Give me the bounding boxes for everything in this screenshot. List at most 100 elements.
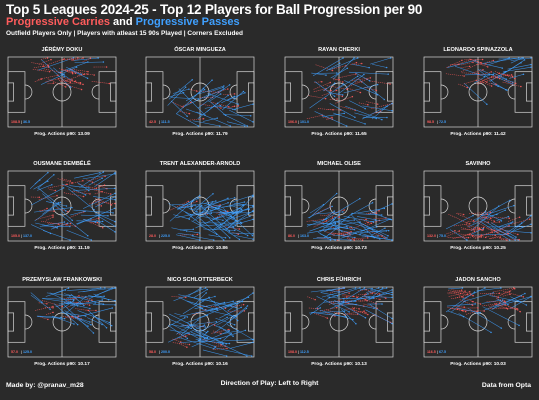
pass-arrow [173,287,206,302]
left-penalty-box [284,71,303,113]
pass-arrow-head [530,295,532,298]
carry-arrow [342,293,358,298]
pass-arrow [197,216,224,241]
carry-arrow-head [66,183,68,186]
pass-arrow [349,100,366,109]
carry-arrow [95,198,112,206]
pass-arrow [228,210,254,228]
carry-arrow-head [219,204,221,206]
carry-arrow [44,306,54,309]
carry-arrow [448,290,461,294]
pass-arrow-head [505,89,507,91]
carry-arrow-head [491,231,493,234]
carry-arrow-head [185,296,187,299]
pass-arrow-head [240,208,243,211]
pass-arrow [333,213,353,230]
pass-arrow [203,228,235,231]
carry-arrow-head [93,74,95,76]
centre-circle [190,312,210,332]
pass-arrow-head [356,57,359,59]
carry-arrow [331,232,344,236]
filter-note: Outfield Players Only | Players with atl… [6,30,244,37]
carry-arrow-head [186,346,188,348]
carry-arrow-head [50,58,52,61]
carry-arrow-head [492,59,495,62]
pass-arrow [64,305,94,334]
pass-arrow-head [63,221,66,223]
carry-arrow [31,62,49,66]
pass-arrow [198,85,224,95]
pass-arrow [209,330,246,343]
carry-arrow-head [522,296,525,298]
carry-arrow-head [54,189,57,192]
carry-arrow-head [47,318,49,321]
carry-arrow-head [114,202,116,205]
pass-arrow [510,57,532,61]
carry-arrow-head [498,221,501,223]
pass-arrow-head [101,299,104,301]
pass-arrow-head [114,225,116,228]
carry-arrow [491,74,512,78]
carry-arrow [502,303,521,312]
pass-arrow [492,227,519,241]
carry-arrow [69,68,88,72]
carry-arrow [332,77,343,83]
pass-arrow-head [99,171,101,174]
pass-arrow [216,315,234,326]
pass-arrow-head [199,194,201,197]
carry-arrow-head [497,232,499,234]
carry-arrow-head [503,300,506,302]
pass-arrow-head [63,317,66,320]
pass-arrow [76,218,91,224]
carry-arrow [64,69,73,73]
carry-arrow-head [238,228,241,230]
carry-arrow [189,89,197,92]
carry-arrow [477,215,495,222]
player-name: CHRIS FÜHRICH [317,276,361,283]
carry-arrow [321,90,337,96]
carry-arrow-head [52,305,54,308]
carry-arrow [465,224,480,229]
right-penalty-box [375,185,394,227]
prog-actions-caption: Prog. Actions p90: 10.17 [34,361,90,367]
pass-arrow [42,202,59,215]
carry-arrow [60,82,81,85]
player-name: ÓSCAR MINGUEZA [174,45,226,53]
pass-arrow-head [341,230,343,232]
pass-arrow-head [386,105,388,107]
pass-arrow [472,211,486,224]
pass-arrow [62,300,74,309]
pass-arrow [197,338,221,340]
pass-arrow-head [66,222,69,224]
action-arrows [445,57,532,106]
carry-arrow [446,230,456,235]
carry-arrow [319,307,337,312]
carry-arrow [329,287,345,294]
carry-arrow [57,178,73,184]
carry-arrow [371,110,381,115]
pass-arrow [492,72,507,80]
carry-arrow-head [518,238,520,241]
carry-arrow [463,79,477,85]
carry-arrow-head [519,310,521,313]
pass-arrow-head [184,317,186,319]
pass-arrow-head [519,301,521,303]
carry-arrow [370,80,391,85]
carry-arrow [479,216,487,220]
pass-arrow-head [329,239,332,241]
carry-arrow-head [389,83,391,85]
pass-arrow [445,215,474,230]
pass-arrow [489,295,521,303]
carry-arrow [358,102,368,105]
carry-arrow [215,213,225,219]
carry-arrow [43,68,61,73]
pass-arrow-head [385,287,388,289]
pass-arrow-head [69,225,71,228]
pass-arrow [198,340,230,344]
carry-arrow-head [71,72,74,75]
carry-arrow [317,108,334,111]
carry-arrow [350,62,357,65]
pass-arrow-head [87,325,89,327]
pass-arrow-head [364,107,366,110]
pass-arrow [167,324,205,343]
